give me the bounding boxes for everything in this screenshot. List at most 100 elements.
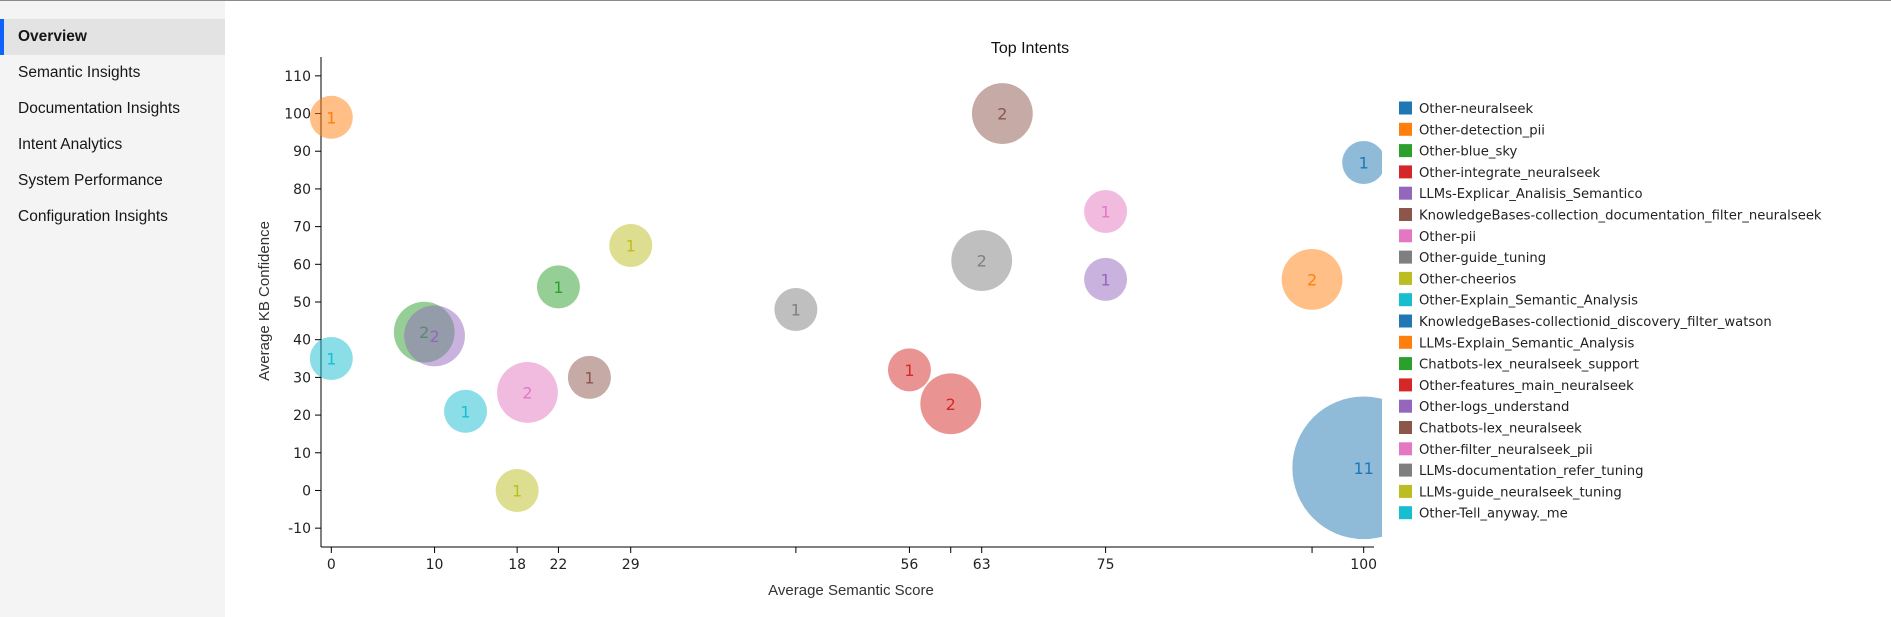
legend-swatch <box>1399 229 1412 243</box>
sidebar-item-overview[interactable]: Overview <box>0 19 225 55</box>
bubble <box>1084 190 1128 234</box>
bubble <box>495 468 539 512</box>
legend-swatch <box>1399 335 1412 349</box>
bubble <box>309 337 353 381</box>
legend-label: LLMs-Explain_Semantic_Analysis <box>1419 336 1634 351</box>
x-axis-label: Average Semantic Score <box>768 582 934 599</box>
x-tick-label: 0 <box>327 557 336 573</box>
y-axis-label: Average KB Confidence <box>256 221 273 381</box>
bubble <box>1281 248 1343 310</box>
y-tick-label: 20 <box>293 408 311 424</box>
bubble-label: 1 <box>1359 154 1369 173</box>
legend-swatch <box>1399 101 1412 115</box>
legend-label: Other-neuralseek <box>1419 102 1533 117</box>
legend-label: Other-logs_understand <box>1419 400 1569 415</box>
bubble <box>609 223 653 267</box>
bubble <box>920 373 982 435</box>
legend-label: Other-integrate_neuralseek <box>1419 166 1601 181</box>
x-tick-label: 100 <box>1350 557 1377 573</box>
bubble <box>444 389 488 433</box>
bubble <box>567 355 611 399</box>
y-tick-label: 60 <box>293 257 311 273</box>
bubble <box>971 83 1033 144</box>
y-tick-label: 110 <box>284 69 311 85</box>
bubble <box>1084 257 1128 301</box>
x-tick-label: 75 <box>1097 557 1115 573</box>
y-tick-label: 10 <box>293 446 311 462</box>
legend-swatch <box>1399 122 1412 136</box>
x-tick-label: 56 <box>901 557 919 573</box>
legend-label: LLMs-documentation_refer_tuning <box>1419 464 1643 479</box>
legend-label: Other-blue_sky <box>1419 145 1517 160</box>
x-tick-label: 29 <box>622 557 640 573</box>
legend-swatch <box>1399 399 1412 413</box>
bubble <box>951 230 1013 291</box>
sidebar-item-intent-analytics[interactable]: Intent Analytics <box>18 136 123 153</box>
legend-swatch <box>1399 271 1412 285</box>
y-tick-label: 40 <box>293 333 311 349</box>
chart-bubbles: 112222222111111111111 <box>309 83 1382 540</box>
bubble-label: 1 <box>326 350 336 369</box>
y-tick-label: 100 <box>284 107 311 123</box>
legend-swatch <box>1399 165 1412 179</box>
sidebar-item-configuration-insights[interactable]: Configuration Insights <box>18 208 168 225</box>
bubble-label: 2 <box>1307 270 1317 289</box>
sidebar-item-semantic-insights[interactable]: Semantic Insights <box>18 64 141 81</box>
legend-label: Other-guide_tuning <box>1419 251 1546 266</box>
legend-swatch <box>1399 357 1412 371</box>
y-tick-label: 80 <box>293 182 311 198</box>
sidebar-item-system-performance[interactable]: System Performance <box>18 172 163 189</box>
bubble <box>774 288 818 332</box>
bubble <box>1292 396 1382 540</box>
bubble <box>887 348 931 392</box>
legend-label: Other-Tell_anyway._me <box>1419 507 1568 522</box>
bubble <box>536 265 580 309</box>
bubble-label: 2 <box>946 395 956 414</box>
legend-swatch <box>1399 463 1412 477</box>
legend-swatch <box>1399 506 1412 520</box>
y-tick-label: 30 <box>293 370 311 386</box>
bubble-label: 2 <box>997 105 1007 124</box>
legend-label: Other-filter_neuralseek_pii <box>1419 443 1593 458</box>
legend-swatch <box>1399 186 1412 200</box>
chart-legend: Other-neuralseek Other-detection_pii Other… <box>1399 101 1822 522</box>
legend-swatch <box>1399 144 1412 158</box>
legend-swatch <box>1399 250 1412 264</box>
bubble-label: 1 <box>326 108 336 127</box>
bubble-label: 11 <box>1353 459 1373 478</box>
legend-swatch <box>1399 378 1412 392</box>
x-tick-label: 63 <box>973 557 991 573</box>
bubble-label: 1 <box>1100 270 1110 289</box>
bubble <box>404 305 465 367</box>
bubble <box>497 362 558 423</box>
y-tick-label: 90 <box>293 144 311 160</box>
y-tick-label: 50 <box>293 295 311 311</box>
bubble <box>1342 141 1382 185</box>
legend-swatch <box>1399 314 1412 328</box>
y-tick-label: 0 <box>302 483 311 499</box>
sidebar-nav: Overview Semantic Insights Documentation… <box>0 19 225 235</box>
sidebar: Overview Semantic Insights Documentation… <box>0 1 225 617</box>
legend-label: Other-cheerios <box>1419 272 1516 287</box>
chart-title: Top Intents <box>991 40 1069 57</box>
y-tick-label: -10 <box>288 521 311 537</box>
bubble-label: 1 <box>460 402 470 421</box>
y-tick-label: 70 <box>293 220 311 236</box>
legend-label: KnowledgeBases-collection_documentation_… <box>1419 209 1822 224</box>
bubble-label: 2 <box>429 327 439 346</box>
legend-swatch <box>1399 484 1412 498</box>
legend-label: Other-Explain_Semantic_Analysis <box>1419 294 1638 309</box>
bubble-label: 1 <box>584 368 594 387</box>
legend-swatch <box>1399 208 1412 221</box>
x-tick-label: 22 <box>550 557 568 573</box>
sidebar-item-documentation-insights[interactable]: Documentation Insights <box>18 100 180 117</box>
bubble-label: 1 <box>553 278 563 297</box>
bubble-label: 2 <box>522 383 532 402</box>
legend-swatch <box>1399 293 1412 307</box>
x-tick-label: 18 <box>508 557 526 573</box>
x-tick-label: 10 <box>426 557 444 573</box>
legend-swatch <box>1399 442 1412 456</box>
bubble-label: 1 <box>791 301 801 320</box>
bubble-chart: Top Intents -100102030405060708090100110… <box>256 40 1822 599</box>
